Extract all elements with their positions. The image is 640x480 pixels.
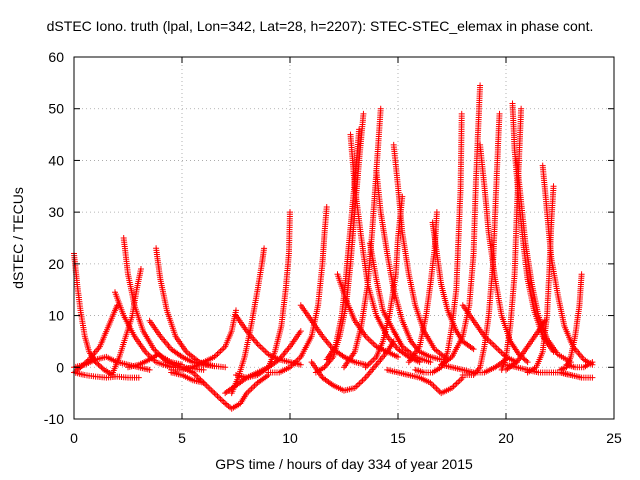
series-markers-21 <box>323 126 363 363</box>
y-tick-label-0: -10 <box>44 411 64 427</box>
series-markers-13 <box>228 245 268 397</box>
x-axis-label: GPS time / hours of day 334 of year 2015 <box>215 456 473 472</box>
series-markers-24 <box>347 131 423 366</box>
y-tick-label-7: 60 <box>48 49 64 65</box>
series-markers-29 <box>384 366 466 397</box>
tick-labels: 0 5 10 15 20 25 -10 0 10 20 30 40 50 60 <box>44 49 622 446</box>
data-series-13 <box>228 245 268 397</box>
data-series-44 <box>503 317 548 373</box>
y-axis-label: dSTEC / TECUs <box>10 187 26 289</box>
series-markers-9 <box>125 351 185 371</box>
x-tick-label-1: 5 <box>178 430 186 446</box>
plot-frame <box>73 56 615 420</box>
data-series-36 <box>438 356 509 376</box>
data-series-43 <box>539 162 596 368</box>
x-tick-label-0: 0 <box>70 430 78 446</box>
data-series-17 <box>265 203 330 376</box>
series-markers-17 <box>265 203 330 376</box>
data-series-12 <box>179 364 272 412</box>
series-markers-43 <box>539 162 596 368</box>
y-tick-label-2: 10 <box>48 308 64 324</box>
series-markers-35 <box>477 141 531 366</box>
x-tick-label-2: 10 <box>282 430 298 446</box>
x-tick-label-4: 20 <box>498 430 514 446</box>
series-markers-46 <box>557 369 596 381</box>
data-series-33 <box>459 110 503 378</box>
series-markers-12 <box>179 364 272 412</box>
y-tick-label-3: 20 <box>48 256 64 272</box>
data-series-group <box>71 82 596 412</box>
series-markers-27 <box>390 141 451 363</box>
axis-ticks <box>73 56 615 420</box>
series-markers-44 <box>503 317 548 373</box>
x-tick-label-5: 25 <box>606 430 622 446</box>
data-series-9 <box>125 351 185 371</box>
data-series-37 <box>459 302 520 366</box>
series-markers-6 <box>109 266 144 376</box>
y-tick-label-1: 0 <box>56 359 64 375</box>
series-markers-37 <box>459 302 520 366</box>
data-series-24 <box>347 131 423 366</box>
data-series-35 <box>477 141 531 366</box>
data-series-28 <box>362 193 406 371</box>
data-series-46 <box>557 369 596 381</box>
data-series-21 <box>323 126 363 363</box>
x-tick-label-3: 15 <box>390 430 406 446</box>
y-tick-label-6: 50 <box>48 101 64 117</box>
series-markers-16 <box>233 209 293 381</box>
series-markers-28 <box>362 193 406 371</box>
series-markers-36 <box>438 356 509 376</box>
y-tick-label-5: 40 <box>48 152 64 168</box>
data-series-27 <box>390 141 451 363</box>
y-tick-label-4: 30 <box>48 204 64 220</box>
data-series-47 <box>563 359 596 371</box>
series-markers-47 <box>563 359 596 371</box>
data-series-6 <box>109 266 144 376</box>
data-series-29 <box>384 366 466 397</box>
data-series-16 <box>233 209 293 381</box>
chart-title: dSTEC Iono. truth (lpal, Lon=342, Lat=28… <box>46 18 594 34</box>
series-markers-33 <box>459 110 503 378</box>
